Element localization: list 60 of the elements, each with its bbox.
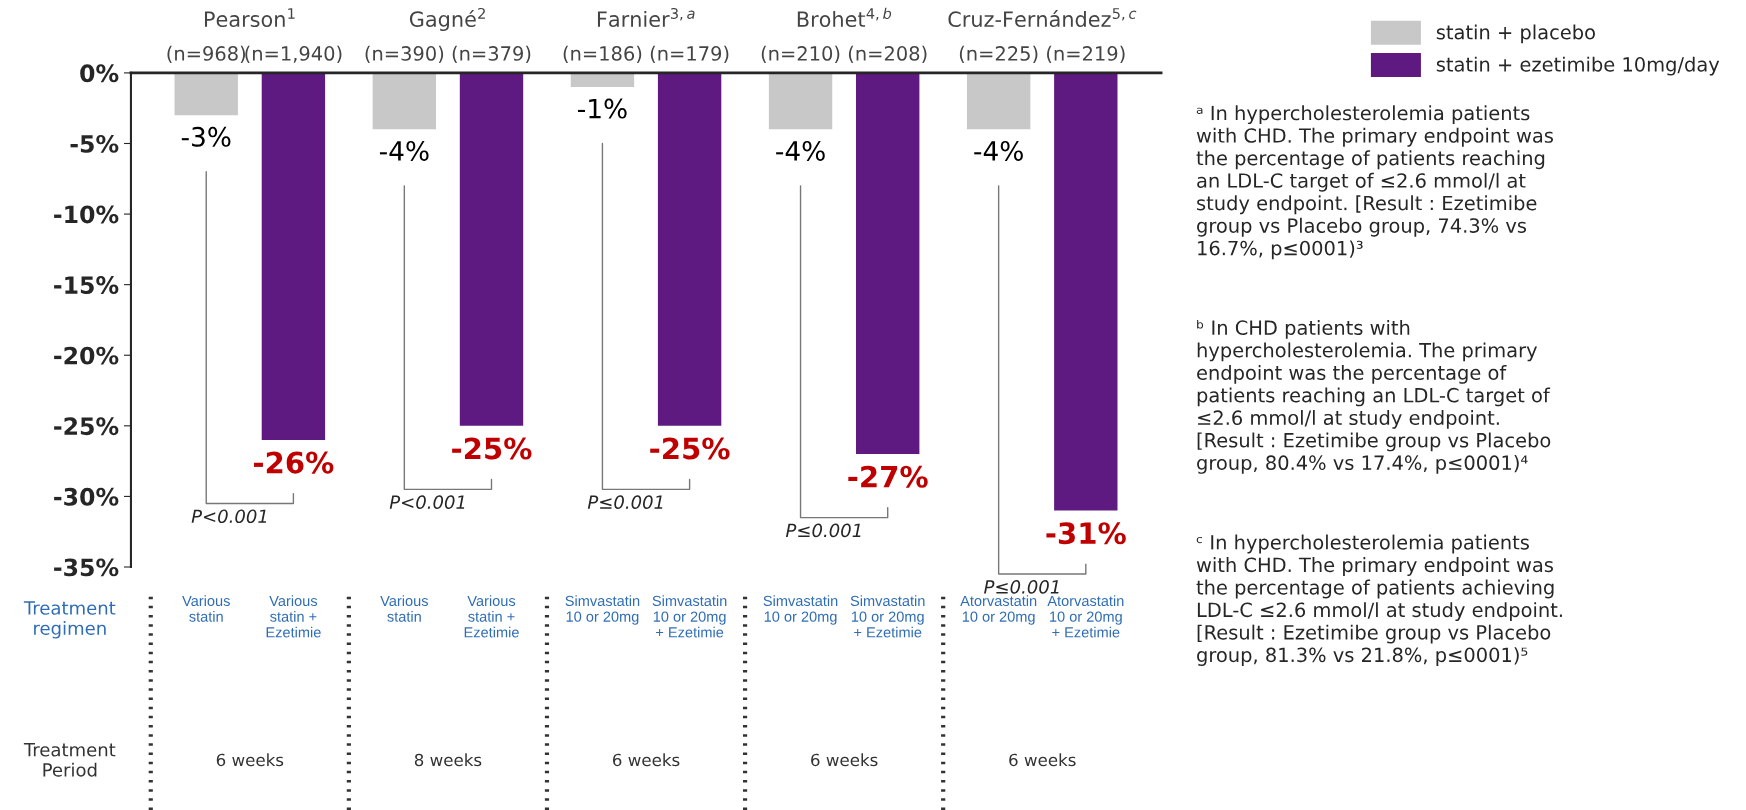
annotation: P≤0.001 bbox=[587, 495, 663, 509]
text: 6 weeks bbox=[613, 753, 680, 767]
text: Atorvastatin 10 or 20mg + Ezetimie bbox=[1047, 595, 1124, 638]
legend-label: statin + placebo bbox=[1436, 24, 1595, 44]
text: 6 weeks bbox=[811, 753, 878, 767]
text: Atorvastatin 10 or 20mg bbox=[960, 595, 1037, 625]
text: Various statin + Ezetimie bbox=[266, 595, 321, 638]
text: (n=179) bbox=[650, 45, 729, 64]
y-tick-label: -30% bbox=[54, 487, 119, 506]
data-label: -27% bbox=[848, 465, 928, 488]
y-tick-label: -25% bbox=[54, 417, 119, 436]
data-label: -25% bbox=[650, 437, 730, 460]
text: ᶜ In hypercholesterolemia patients with CHD. The primary endpoint was the percentage of patients achieving LDL-C ≤2.6 mmol/l at study endpoint. [Result : Ezetimibe group vs Placebo group, 81.3% vs 21.8%, p≤0001)⁵ bbox=[1196, 534, 1562, 666]
text: Simvastatin 10 or 20mg bbox=[763, 595, 838, 625]
text: (n=1,940) bbox=[245, 45, 342, 64]
text: (n=186) bbox=[563, 45, 642, 64]
y-tick-label: 0% bbox=[80, 64, 119, 83]
text: Simvastatin 10 or 20mg + Ezetimie bbox=[652, 595, 727, 638]
text: Various statin bbox=[380, 595, 428, 622]
text: (n=210) bbox=[761, 45, 840, 64]
text: (n=208) bbox=[848, 45, 927, 64]
text: 8 weeks bbox=[414, 753, 482, 767]
data-label: -31% bbox=[1046, 522, 1126, 545]
data-label: -1% bbox=[578, 98, 627, 119]
text: (n=219) bbox=[1047, 45, 1125, 64]
data-label: -4% bbox=[379, 140, 429, 161]
y-tick-label: -5% bbox=[70, 134, 119, 153]
text: (n=390) bbox=[365, 45, 444, 64]
text: 6 weeks bbox=[216, 753, 284, 767]
text: ᵇ In CHD patients with hypercholesterolemia. The primary endpoint was the percentage of patients reaching an LDL-C target of ≤2.6 mmol/l at study endpoint. [Result : Ezetimibe group vs Placebo group, 80.4% vs 17.4%, p≤0001)⁴ bbox=[1197, 319, 1551, 474]
y-tick-label: -35% bbox=[54, 558, 119, 577]
x-tick-label: Farnier$^{3,a}$ bbox=[597, 7, 695, 28]
y-tick-label: -15% bbox=[54, 276, 119, 294]
text: (n=379) bbox=[452, 45, 531, 64]
text: Various statin bbox=[182, 595, 230, 622]
text: Simvastatin 10 or 20mg + Ezetimie bbox=[850, 595, 925, 638]
annotation: P≤0.001 bbox=[785, 523, 861, 538]
data-label: -25% bbox=[452, 437, 532, 460]
text: P≤0.001 bbox=[984, 580, 1059, 594]
text: (n=968) bbox=[167, 45, 246, 64]
x-tick-label: Pearson$^{1}$ bbox=[204, 8, 295, 28]
data-label: -3% bbox=[181, 126, 231, 147]
text: Simvastatin 10 or 20mg bbox=[565, 595, 640, 625]
x-tick-label: Gagné$^{2}$ bbox=[409, 7, 485, 32]
x-tick-label: Brohet$^{4,b}$ bbox=[797, 7, 892, 28]
y-tick-label: -20% bbox=[54, 346, 119, 365]
x-tick-label: Cruz-Fernández$^{5,c}$ bbox=[948, 8, 1137, 28]
text: Treatment regimen bbox=[23, 601, 116, 639]
data-label: -26% bbox=[254, 451, 334, 474]
text: ᵃ In hypercholesterolemia patients with CHD. The primary endpoint was the percentage of patients reaching an LDL-C target of ≤2.6 mmol/l at study endpoint. [Result : Ezetimibe group vs Placebo group, 74.3% vs 16.7%, p≤0001)³ bbox=[1196, 105, 1553, 260]
text: Treatment Period bbox=[23, 743, 116, 777]
annotation: P<0.001 bbox=[191, 509, 267, 524]
annotation: P<0.001 bbox=[389, 495, 465, 509]
legend-label: statin + ezetimibe 10mg/day bbox=[1436, 56, 1720, 76]
text: (n=225) bbox=[959, 45, 1038, 64]
data-label: -4% bbox=[776, 140, 825, 161]
text: Various statin + Ezetimie bbox=[464, 595, 519, 638]
text: 6 weeks bbox=[1009, 753, 1076, 767]
data-label: -4% bbox=[974, 140, 1023, 161]
y-tick-label: -10% bbox=[54, 205, 119, 224]
